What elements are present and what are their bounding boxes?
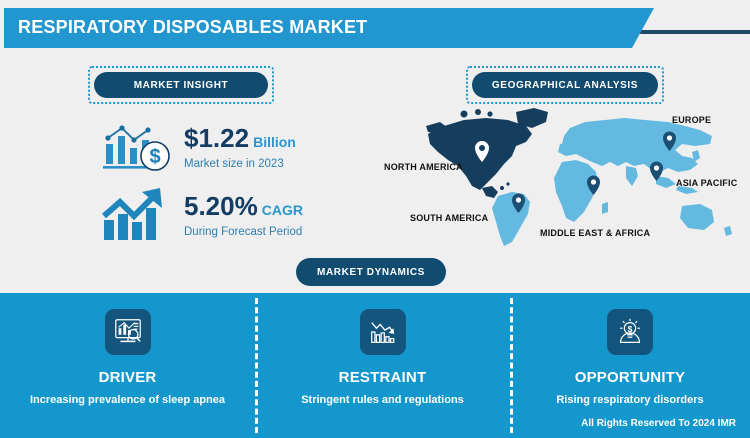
driver-description: Increasing prevalence of sleep apnea	[29, 394, 226, 406]
chart-board-magnifier-icon	[104, 309, 151, 355]
lightbulb-dollar-icon: $	[607, 309, 653, 355]
driver-title: DRIVER	[98, 369, 157, 386]
dynamics-column-driver: DRIVER Increasing prevalence of sleep ap…	[0, 293, 255, 438]
map-pin-europe	[663, 131, 676, 151]
opportunity-description: Rising respiratory disorders	[556, 394, 704, 406]
header-band: RESPIRATORY DISPOSABLES MARKET	[4, 8, 654, 48]
cagr-text: 5.20% CAGR During Forecast Period	[184, 193, 303, 238]
market-dynamics-badge: MARKET DYNAMICS	[296, 258, 446, 286]
world-map: NORTH AMERICA EUROPE ASIA PACIFIC SOUTH …	[384, 100, 750, 255]
world-map-svg	[426, 108, 732, 246]
market-insight-badge: MARKET INSIGHT	[94, 72, 268, 98]
region-label-south-america: SOUTH AMERICA	[410, 213, 489, 223]
market-size-value-row: $1.22 Billion	[184, 125, 296, 152]
cagr-value: 5.20%	[184, 190, 258, 221]
market-size-text: $1.22 Billion Market size in 2023	[184, 125, 296, 170]
restraint-description: Stringent rules and regulations	[301, 394, 464, 406]
page-title: RESPIRATORY DISPOSABLES MARKET	[18, 17, 368, 37]
region-label-middle-east-africa: MIDDLE EAST & AFRICA	[540, 228, 651, 238]
geographical-analysis-badge: GEOGRAPHICAL ANALYSIS	[472, 72, 658, 98]
market-size-unit: Billion	[253, 133, 296, 150]
column-divider-2	[510, 298, 513, 433]
map-pin-asia-pacific	[650, 161, 663, 181]
region-label-asia-pacific: ASIA PACIFIC	[676, 178, 738, 188]
cagr-unit: CAGR	[261, 201, 303, 218]
header-accent-line	[640, 30, 750, 34]
svg-text:$: $	[628, 324, 633, 334]
dynamics-column-restraint: RESTRAINT Stringent rules and regulation…	[255, 293, 510, 438]
market-size-value: $1.22	[184, 122, 250, 153]
restraint-title: RESTRAINT	[338, 369, 427, 386]
map-pin-south-america	[512, 193, 525, 213]
bar-chart-dollar-icon: $	[100, 118, 178, 176]
opportunity-title: OPPORTUNITY	[574, 369, 686, 386]
market-insight-badge-frame: MARKET INSIGHT	[88, 66, 274, 104]
region-label-north-america: NORTH AMERICA	[384, 162, 463, 172]
cagr-value-row: 5.20% CAGR	[184, 193, 303, 220]
market-dynamics-badge-frame: MARKET DYNAMICS	[296, 258, 446, 286]
map-pin-middle-east-africa	[587, 175, 600, 195]
cagr-caption: During Forecast Period	[184, 225, 303, 238]
column-divider-1	[255, 298, 258, 433]
dynamics-column-opportunity: $ OPPORTUNITY Rising respiratory disorde…	[510, 293, 750, 438]
geographical-analysis-badge-frame: GEOGRAPHICAL ANALYSIS	[466, 66, 664, 104]
cagr-metric: 5.20% CAGR During Forecast Period	[100, 186, 303, 244]
growth-arrow-icon	[100, 186, 178, 244]
map-pin-north-america	[475, 141, 489, 162]
svg-text:$: $	[149, 146, 160, 168]
market-size-metric: $ $1.22 Billion Market size in 2023	[100, 118, 296, 176]
market-size-caption: Market size in 2023	[184, 157, 284, 170]
declining-bar-chart-icon	[359, 309, 406, 355]
region-label-europe: EUROPE	[672, 115, 712, 125]
header: RESPIRATORY DISPOSABLES MARKET	[0, 8, 750, 52]
copyright-footer: All Rights Reserved To 2024 IMR	[581, 418, 736, 429]
